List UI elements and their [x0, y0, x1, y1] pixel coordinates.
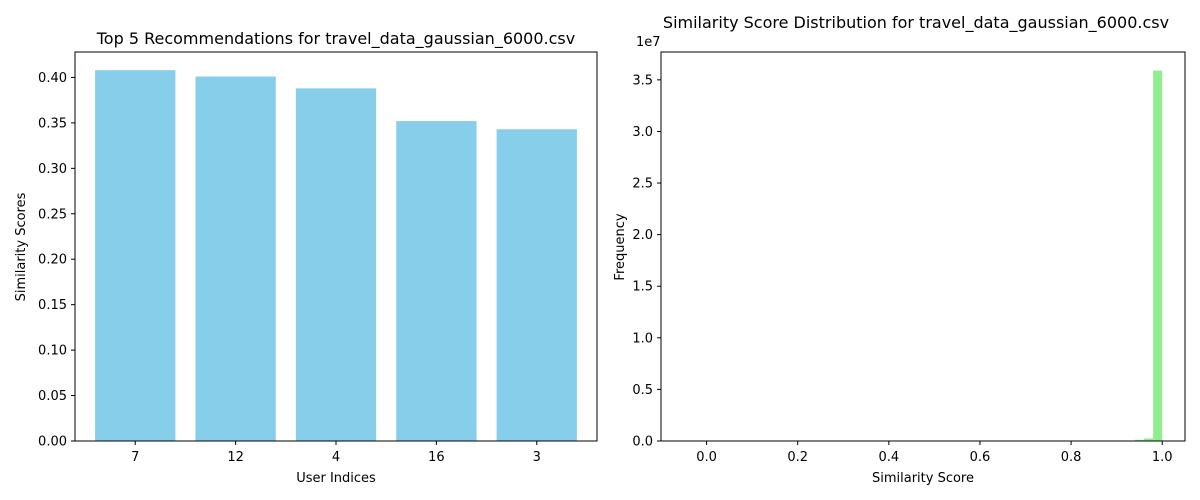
- y-tick-label: 2.5: [632, 177, 653, 192]
- bar-7: [95, 70, 176, 442]
- y-tick-label: 1.5: [632, 280, 653, 295]
- chart1-title: Top 5 Recommendations for travel_data_ga…: [96, 29, 575, 49]
- x-tick-label: 4: [332, 450, 340, 465]
- chart2-y-axis-label: Frequency: [613, 213, 628, 280]
- similarity-histogram: Similarity Score Distribution for travel…: [613, 13, 1186, 486]
- x-tick-label: 16: [428, 450, 445, 465]
- y-tick-label: 0.00: [38, 435, 67, 450]
- chart1-plot-frame: [74, 51, 598, 442]
- chart1-y-ticks: 0.00 0.05 0.10 0.15 0.20 0.25 0.30 0.35 0.40: [38, 71, 75, 450]
- y-tick-label: 0.40: [38, 71, 67, 86]
- chart1-x-axis-label: User Indices: [296, 471, 376, 486]
- y-tick-label: 3.5: [632, 73, 653, 88]
- x-tick-label: 0.0: [696, 450, 717, 465]
- y-tick-label: 0.5: [632, 383, 653, 398]
- x-tick-label: 3: [533, 450, 541, 465]
- y-tick-label: 0.0: [632, 435, 653, 450]
- x-tick-label: 0.2: [787, 450, 808, 465]
- chart1-y-axis-label: Similarity Scores: [14, 192, 29, 301]
- histogram-bin: [1153, 70, 1163, 442]
- y-tick-label: 0.35: [38, 116, 67, 131]
- chart2-x-axis-label: Similarity Score: [872, 471, 974, 486]
- y-tick-label: 0.10: [38, 344, 67, 359]
- y-tick-label: 0.05: [38, 389, 67, 404]
- chart2-histogram-bins: [1134, 70, 1163, 442]
- x-tick-label: 1.0: [1152, 450, 1173, 465]
- y-tick-label: 0.20: [38, 253, 67, 268]
- chart2-y-ticks: 0.0 0.5 1.0 1.5 2.0 2.5 3.0 3.5: [632, 73, 661, 450]
- x-tick-label: 0.6: [970, 450, 991, 465]
- bar-16: [396, 121, 477, 441]
- y-tick-label: 3.0: [632, 125, 653, 140]
- chart2-title: Similarity Score Distribution for travel…: [663, 13, 1169, 33]
- chart1-bars: [95, 70, 577, 442]
- x-tick-label: 12: [227, 450, 244, 465]
- y-tick-label: 0.30: [38, 162, 67, 177]
- histogram-bin: [1134, 439, 1144, 441]
- y-tick-label: 0.25: [38, 207, 67, 222]
- y-tick-label: 2.0: [632, 228, 653, 243]
- chart2-x-ticks: 0.0 0.2 0.4 0.6 0.8 1.0: [696, 441, 1173, 465]
- x-tick-label: 0.8: [1061, 450, 1082, 465]
- bar-3: [496, 129, 577, 441]
- x-tick-label: 0.4: [878, 450, 899, 465]
- x-tick-label: 7: [131, 450, 139, 465]
- bar-4: [295, 88, 377, 442]
- y-tick-label: 1.0: [632, 331, 653, 346]
- chart2-y-offset-label: 1e7: [636, 35, 661, 50]
- histogram-bin: [1143, 438, 1154, 441]
- bar-12: [195, 76, 276, 441]
- chart2-plot-frame: [660, 51, 1186, 442]
- y-tick-label: 0.15: [38, 298, 67, 313]
- chart1-x-ticks: 7 12 4 16 3: [131, 441, 541, 465]
- recommendations-bar-chart: Top 5 Recommendations for travel_data_ga…: [14, 29, 598, 486]
